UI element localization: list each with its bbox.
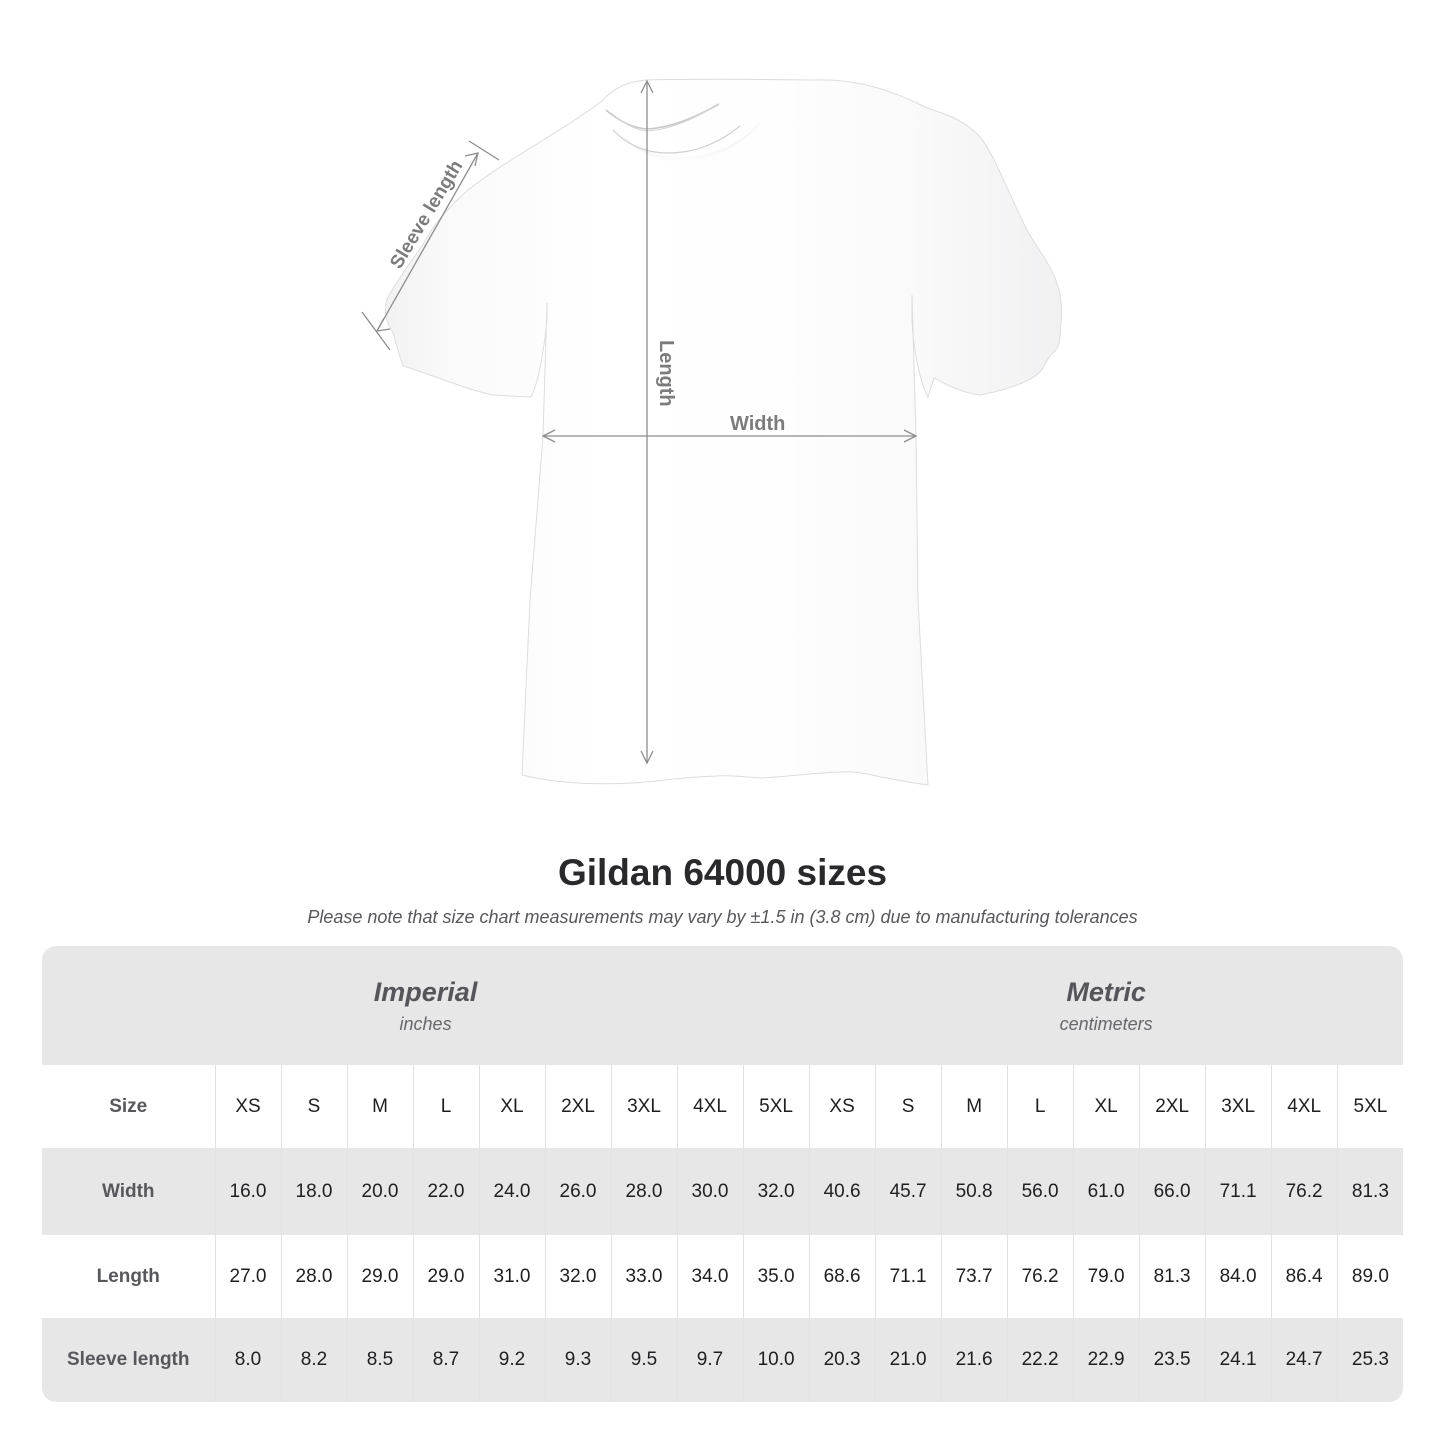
svg-text:Length: Length [655,340,677,407]
svg-text:Width: Width [730,413,785,435]
